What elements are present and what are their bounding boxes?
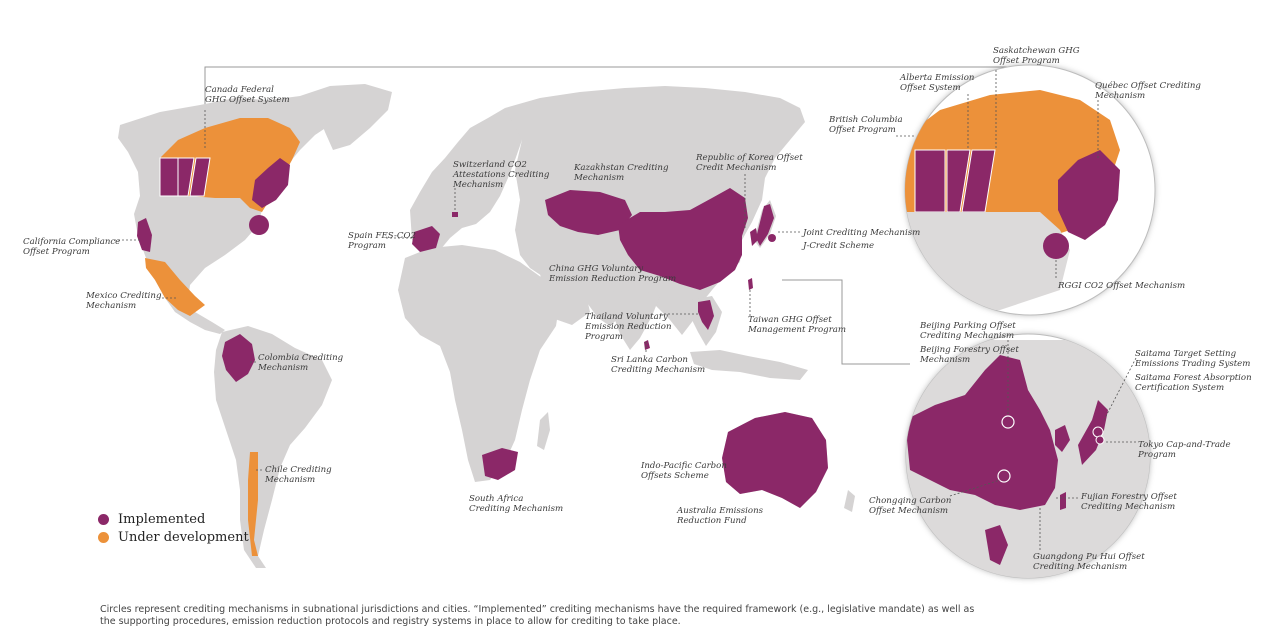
implemented-swatch xyxy=(98,513,109,525)
label-korea: Republic of Korea Offset Credit Mechanism xyxy=(695,153,803,173)
land-new-zealand xyxy=(844,490,855,512)
region-australia[interactable] xyxy=(722,412,828,508)
legend-item-under-development: Under development xyxy=(98,528,249,546)
land-south-america xyxy=(214,326,332,568)
label-tokyo: Tokyo Cap-and-Trade Program xyxy=(1137,440,1231,460)
label-kazakhstan: Kazakhstan Crediting Mechanism xyxy=(573,163,669,183)
region-kazakhstan[interactable] xyxy=(545,190,632,235)
land-africa xyxy=(398,245,560,482)
label-beijing-forestry: Beijing Forestry Offset Mechanism xyxy=(919,345,1019,365)
label-quebec: Québec Offset Crediting Mechanism xyxy=(1094,80,1201,101)
label-california: California Compliance Offset Program xyxy=(23,237,120,257)
label-australia: Australia Emissions Reduction Fund xyxy=(676,506,764,526)
zoom-rggi-marker[interactable] xyxy=(1043,233,1069,259)
land-indonesia xyxy=(690,350,808,380)
region-saskatchewan[interactable] xyxy=(189,157,211,197)
label-mexico: Mexico Crediting Mechanism xyxy=(85,291,162,311)
zoom-tokyo-marker[interactable] xyxy=(1095,435,1105,445)
label-saitama-forest: Saitama Forest Absorption Certification S… xyxy=(1135,373,1252,393)
zoom-quebec[interactable] xyxy=(1058,150,1120,240)
region-taiwan[interactable] xyxy=(748,278,753,290)
label-guangdong: Guangdong Pu Hui Offset Crediting Mechani… xyxy=(1033,552,1145,572)
region-south-africa[interactable] xyxy=(482,448,518,480)
label-fujian: Fujian Forestry Offset Crediting Mechanis… xyxy=(1080,492,1177,512)
region-sri-lanka[interactable] xyxy=(644,340,650,350)
legend: Implemented Under development xyxy=(98,510,249,546)
region-japan[interactable] xyxy=(756,204,774,246)
label-saskatchewan: Saskatchewan GHG Offset Program xyxy=(993,46,1080,66)
label-rggi: RGGI CO2 Offset Mechanism xyxy=(1057,281,1185,291)
land-greenland xyxy=(300,84,392,150)
region-california[interactable] xyxy=(137,218,152,252)
region-alberta[interactable] xyxy=(177,157,195,197)
footnote: Circles represent crediting mechanisms i… xyxy=(100,604,975,627)
label-saitama-target: Saitama Target Setting Emissions Trading … xyxy=(1134,349,1250,369)
legend-item-implemented: Implemented xyxy=(98,510,249,528)
region-japan-city-marker[interactable] xyxy=(768,234,776,242)
zoom-british-columbia[interactable] xyxy=(914,149,946,213)
region-korea[interactable] xyxy=(750,228,758,246)
region-quebec[interactable] xyxy=(252,158,290,208)
label-chongqing: Chongqing Carbon Offset Mechanism xyxy=(869,496,951,516)
zoom-circle-asia xyxy=(905,333,1151,579)
label-spain: Spain FES-CO2 Program xyxy=(347,231,416,251)
label-switzerland: Switzerland CO2 Attestations Crediting Mec… xyxy=(452,160,550,190)
region-china[interactable] xyxy=(618,188,748,290)
label-thailand: Thailand Voluntary Emission Reduction Prog… xyxy=(584,312,672,342)
label-indopacific: Indo-Pacific Carbon Offsets Scheme xyxy=(640,461,727,481)
zoom-saitama-marker[interactable] xyxy=(1092,426,1104,438)
zoom-great-lakes xyxy=(1000,225,1040,248)
land-madagascar xyxy=(537,412,550,450)
region-chile[interactable] xyxy=(248,452,258,556)
zoom-thailand[interactable] xyxy=(985,525,1008,565)
leader-lines xyxy=(114,70,1137,552)
label-southafrica: South Africa Crediting Mechanism xyxy=(469,494,563,514)
label-canada-federal: Canada Federal GHG Offset System xyxy=(205,85,290,105)
label-chile: Chile Crediting Mechanism xyxy=(264,465,332,485)
land-asia xyxy=(505,86,805,335)
label-china: China GHG Voluntary Emission Reduction Pr… xyxy=(548,264,676,284)
land-arabia xyxy=(540,270,590,325)
label-jcredit: J-Credit Scheme xyxy=(801,241,874,251)
zoom-chongqing-marker[interactable] xyxy=(997,469,1011,483)
label-bc: British Columbia Offset Program xyxy=(828,115,903,135)
region-rggi-marker[interactable] xyxy=(249,215,269,235)
labels: Canada Federal GHG Offset System Californ… xyxy=(23,46,1252,572)
zoom-beijing-marker[interactable] xyxy=(1001,415,1015,429)
region-colombia[interactable] xyxy=(222,334,255,382)
region-spain[interactable] xyxy=(412,226,440,252)
region-mexico[interactable] xyxy=(145,258,205,316)
legend-implemented-label: Implemented xyxy=(118,511,206,527)
zoom-china[interactable] xyxy=(905,355,1058,510)
legend-under-development-label: Under development xyxy=(118,529,249,545)
label-beijing-parking: Beijing Parking Offset Crediting Mechanis… xyxy=(919,321,1016,341)
zoom-korea[interactable] xyxy=(1055,425,1070,452)
zoom-circle-canada xyxy=(904,64,1156,316)
connector-asia xyxy=(782,279,910,365)
region-british-columbia[interactable] xyxy=(159,157,179,197)
land-europe xyxy=(410,108,522,252)
zoom-taiwan[interactable] xyxy=(1060,492,1066,510)
region-thailand[interactable] xyxy=(698,300,714,330)
land-india xyxy=(612,290,660,350)
label-jcm: Joint Crediting Mechanism xyxy=(801,228,920,238)
label-alberta: Alberta Emission Offset System xyxy=(899,73,974,93)
label-srilanka: Sri Lanka Carbon Crediting Mechanism xyxy=(611,355,705,375)
label-colombia: Colombia Crediting Mechanism xyxy=(257,353,344,373)
under-development-swatch xyxy=(98,531,109,543)
label-taiwan: Taiwan GHG Offset Management Program xyxy=(747,315,846,335)
region-switzerland[interactable] xyxy=(452,212,458,217)
